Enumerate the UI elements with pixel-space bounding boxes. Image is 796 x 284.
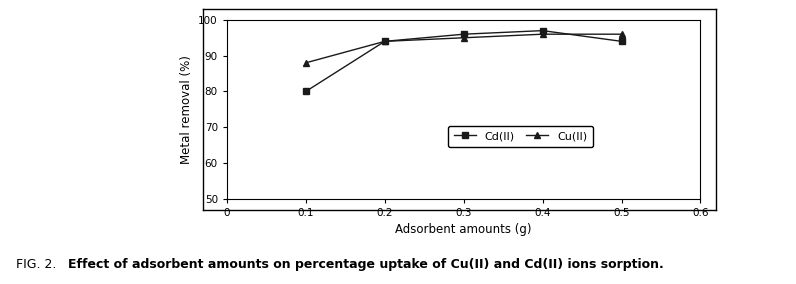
Legend: Cd(II), Cu(II): Cd(II), Cu(II) bbox=[448, 126, 593, 147]
Text: Effect of adsorbent amounts on percentage uptake of Cu(II) and Cd(II) ions sorpt: Effect of adsorbent amounts on percentag… bbox=[68, 258, 663, 271]
Text: FIG. 2.: FIG. 2. bbox=[16, 258, 60, 271]
Cd(II) bbox=[301, 90, 310, 93]
Cd(II) bbox=[617, 40, 626, 43]
Line: Cd(II): Cd(II) bbox=[302, 27, 625, 95]
Y-axis label: Metal removal (%): Metal removal (%) bbox=[180, 55, 193, 164]
Cu(II) bbox=[617, 32, 626, 36]
Cu(II) bbox=[538, 32, 548, 36]
X-axis label: Adsorbent amounts (g): Adsorbent amounts (g) bbox=[396, 224, 532, 236]
Cd(II) bbox=[380, 40, 389, 43]
Line: Cu(II): Cu(II) bbox=[302, 31, 625, 66]
Cu(II) bbox=[458, 36, 468, 39]
Cu(II) bbox=[301, 61, 310, 64]
Cu(II) bbox=[380, 40, 389, 43]
Cd(II) bbox=[458, 32, 468, 36]
Cd(II) bbox=[538, 29, 548, 32]
